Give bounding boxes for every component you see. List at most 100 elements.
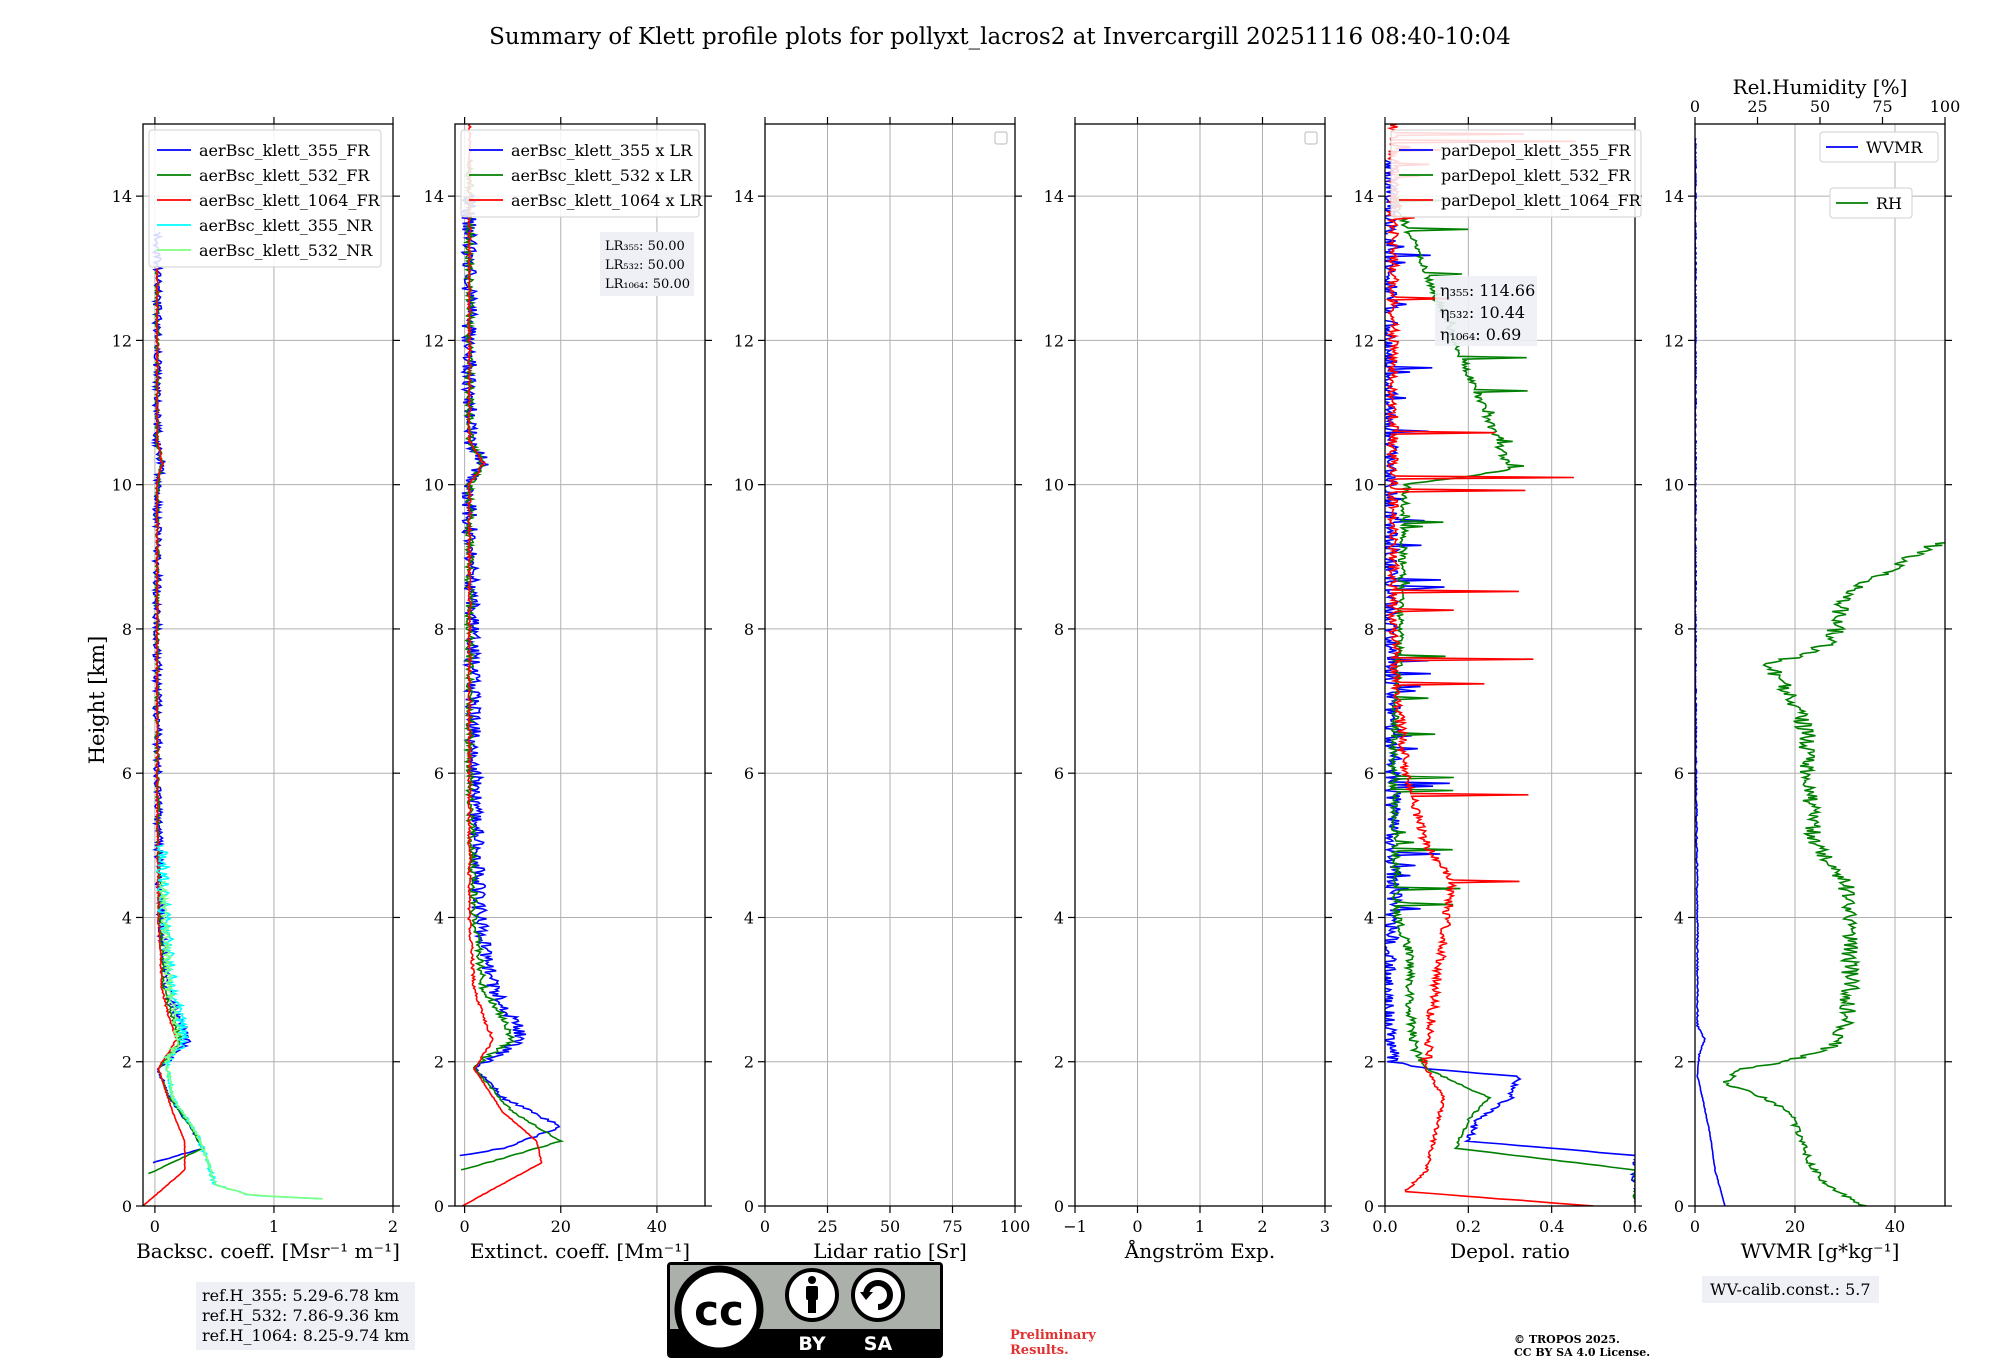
y-axis-label: Height [km] bbox=[85, 636, 109, 765]
y-tick-label-extinction: 6 bbox=[434, 764, 444, 783]
x-tick-label-lidar_ratio: 0 bbox=[760, 1217, 770, 1236]
y-tick-label-backscatter: 12 bbox=[112, 331, 132, 350]
x-axis-label-extinction: Extinct. coeff. [Mm⁻¹] bbox=[470, 1239, 690, 1263]
y-tick-label-depol: 0 bbox=[1364, 1197, 1374, 1216]
ref-height-355: ref.H_355: 5.29-6.78 km bbox=[202, 1286, 400, 1305]
y-tick-label-angstrom: 2 bbox=[1054, 1053, 1064, 1072]
x-tick-label-lidar_ratio: 100 bbox=[1000, 1217, 1031, 1236]
series-aerBsc_klett_532_NR bbox=[158, 880, 323, 1200]
series-aerBsc_klett_1064 x LR bbox=[461, 124, 543, 1206]
legend-entry-extinction: aerBsc_klett_1064 x LR bbox=[511, 191, 703, 210]
frame-wvmr bbox=[1694, 123, 1946, 1207]
legend-entry-extinction: aerBsc_klett_532 x LR bbox=[511, 166, 693, 185]
y-tick-label-extinction: 2 bbox=[434, 1053, 444, 1072]
y-tick-label-lidar_ratio: 8 bbox=[744, 620, 754, 639]
annotation-box-extinction bbox=[600, 232, 694, 296]
legend-frame-depol bbox=[1390, 129, 1642, 218]
y-tick-label-extinction: 10 bbox=[424, 476, 444, 495]
x2-tick-label-wvmr: 25 bbox=[1747, 97, 1767, 116]
series-aerBsc_klett_355_NR bbox=[155, 844, 323, 1200]
y-tick-label-wvmr: 6 bbox=[1674, 764, 1684, 783]
ref-height-532: ref.H_532: 7.86-9.36 km bbox=[202, 1306, 400, 1325]
series-group-backscatter bbox=[143, 231, 323, 1206]
sa-icon bbox=[851, 1268, 905, 1322]
series-RH bbox=[1722, 541, 1945, 1206]
x2-axis-label-wvmr: Rel.Humidity [%] bbox=[1733, 75, 1908, 99]
y-tick-label-wvmr: 12 bbox=[1664, 331, 1684, 350]
x-tick-label-wvmr: 20 bbox=[1785, 1217, 1805, 1236]
legend-extinction: aerBsc_klett_355 x LR aerBsc_klett_532 x … bbox=[460, 129, 703, 218]
y-tick-label-angstrom: 14 bbox=[1044, 187, 1064, 206]
x-tick-label-wvmr: 40 bbox=[1885, 1217, 1905, 1236]
y-tick-label-lidar_ratio: 14 bbox=[734, 187, 754, 206]
eta-annotation: η₃₅₅: 114.66 η₅₃₂: 10.44 η₁₀₆₄: 0.69 bbox=[1435, 276, 1537, 346]
y-tick-label-depol: 10 bbox=[1354, 476, 1374, 495]
series-parDepol_klett_355_FR bbox=[1385, 159, 1635, 1190]
y-tick-label-depol: 4 bbox=[1364, 908, 1374, 927]
y-tick-label-depol: 2 bbox=[1364, 1053, 1374, 1072]
x-tick-label-angstrom: 0 bbox=[1132, 1217, 1142, 1236]
by-label: BY bbox=[798, 1333, 825, 1355]
sa-label: SA bbox=[864, 1333, 893, 1355]
copyright-line-2: CC BY SA 4.0 License. bbox=[1514, 1346, 1651, 1359]
empty-legend-lidar_ratio bbox=[994, 131, 1008, 145]
y-tick-label-lidar_ratio: 10 bbox=[734, 476, 754, 495]
y-tick-label-angstrom: 12 bbox=[1044, 331, 1064, 350]
ref-height-1064: ref.H_1064: 8.25-9.74 km bbox=[202, 1326, 410, 1345]
x-tick-label-angstrom: −1 bbox=[1063, 1217, 1087, 1236]
copyright-note: © TROPOS 2025. CC BY SA 4.0 License. bbox=[1514, 1333, 1650, 1359]
y-tick-label-backscatter: 10 bbox=[112, 476, 132, 495]
y-tick-label-extinction: 4 bbox=[434, 908, 444, 927]
series-aerBsc_klett_532 x LR bbox=[460, 159, 565, 1171]
empty-legend-angstrom bbox=[1304, 131, 1318, 145]
x-tick-label-angstrom: 2 bbox=[1257, 1217, 1267, 1236]
lidar-ratio-value: LR₅₃₂: 50.00 bbox=[605, 258, 685, 273]
wv-calibration-box: WV-calib.const.: 5.7 bbox=[1702, 1276, 1879, 1303]
x-tick-label-depol: 0.2 bbox=[1456, 1217, 1481, 1236]
y-tick-label-angstrom: 0 bbox=[1054, 1197, 1064, 1216]
y-tick-label-backscatter: 4 bbox=[122, 908, 132, 927]
y-tick-label-lidar_ratio: 2 bbox=[744, 1053, 754, 1072]
y-tick-label-extinction: 0 bbox=[434, 1197, 444, 1216]
y-tick-label-depol: 12 bbox=[1354, 331, 1374, 350]
legend-entry-depol: parDepol_klett_355_FR bbox=[1441, 141, 1632, 160]
figure-title: Summary of Klett profile plots for polly… bbox=[489, 24, 1511, 50]
lidar-ratio-value: LR₃₅₅: 50.00 bbox=[605, 239, 685, 254]
y-tick-label-angstrom: 6 bbox=[1054, 764, 1064, 783]
x-axis-label-lidar_ratio: Lidar ratio [Sr] bbox=[813, 1239, 967, 1263]
by-icon bbox=[785, 1268, 839, 1322]
preliminary-results-note: Preliminary Results. bbox=[1010, 1328, 1096, 1358]
y-tick-label-backscatter: 8 bbox=[122, 620, 132, 639]
legend-entry-backscatter: aerBsc_klett_355_NR bbox=[199, 216, 373, 235]
legend-wvmr: WVMR RH bbox=[1819, 131, 1939, 219]
x-axis-label-backscatter: Backsc. coeff. [Msr⁻¹ m⁻¹] bbox=[136, 1239, 400, 1263]
legend-entry-depol: parDepol_klett_532_FR bbox=[1441, 166, 1632, 185]
y-tick-label-depol: 8 bbox=[1364, 620, 1374, 639]
panel-wvmr: 0 20 40 0 2 4 6 8 10 12 14 WVMR [g*kg⁻¹] 0 25 50 75 100 R… bbox=[1664, 75, 1961, 1263]
legend-entry-depol: parDepol_klett_1064_FR bbox=[1441, 191, 1642, 210]
y-tick-label-wvmr: 0 bbox=[1674, 1197, 1684, 1216]
x2-tick-label-wvmr: 100 bbox=[1930, 97, 1961, 116]
x-tick-label-backscatter: 0 bbox=[150, 1217, 160, 1236]
panel-depol: 0.0 0.2 0.4 0.6 0 2 4 6 8 10 12 14 Depol. ratio parDe… bbox=[1354, 117, 1648, 1263]
lidar-ratio-annotation: LR₃₅₅: 50.00 LR₅₃₂: 50.00 LR₁₀₆₄: 50.00 bbox=[600, 232, 694, 296]
frame-depol bbox=[1384, 123, 1636, 1207]
series-aerBsc_klett_1064_FR bbox=[143, 267, 186, 1206]
legend-entry-backscatter: aerBsc_klett_532_FR bbox=[199, 166, 370, 185]
cc-by-sa-license-badge: cc BY SA bbox=[667, 1262, 943, 1358]
x-tick-label-depol: 0.0 bbox=[1372, 1217, 1397, 1236]
eta-value: η₃₅₅: 114.66 bbox=[1440, 281, 1535, 300]
y-tick-label-backscatter: 6 bbox=[122, 764, 132, 783]
x-tick-label-angstrom: 1 bbox=[1195, 1217, 1205, 1236]
x-tick-label-backscatter: 2 bbox=[388, 1217, 398, 1236]
preliminary-line-2: Results. bbox=[1010, 1343, 1069, 1358]
y-tick-label-backscatter: 2 bbox=[122, 1053, 132, 1072]
series-parDepol_klett_1064_FR bbox=[1385, 124, 1594, 1206]
x2-tick-label-wvmr: 75 bbox=[1872, 97, 1892, 116]
y-tick-label-wvmr: 14 bbox=[1664, 187, 1684, 206]
series-group-wvmr bbox=[1695, 138, 1945, 1206]
legend-entry-backscatter: aerBsc_klett_1064_FR bbox=[199, 191, 381, 210]
y-tick-label-extinction: 8 bbox=[434, 620, 444, 639]
